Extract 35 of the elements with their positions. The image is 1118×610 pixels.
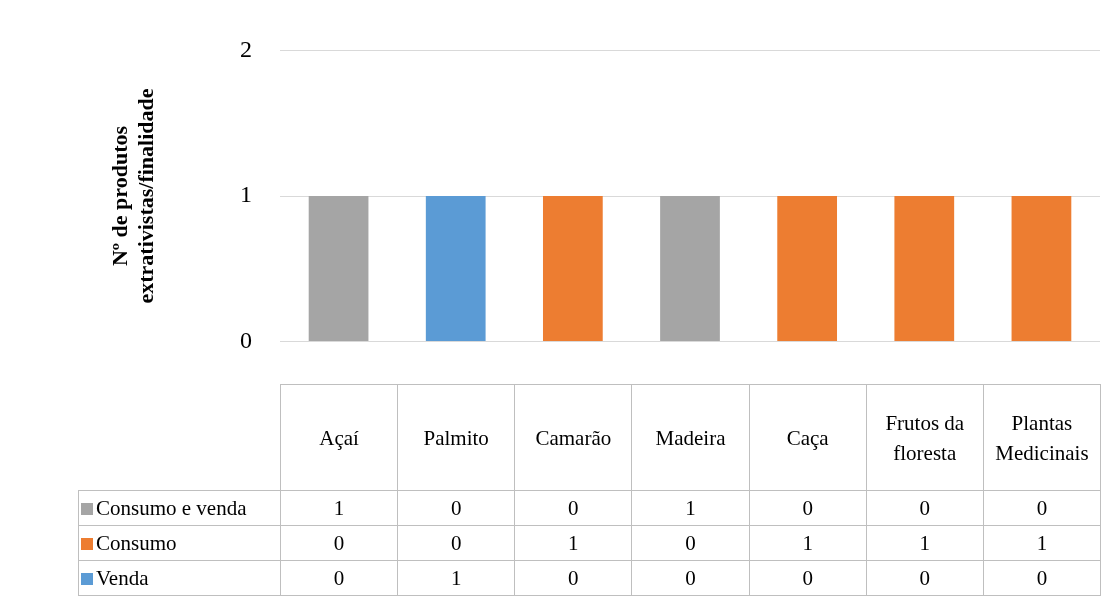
x-tick-label: Açaí — [280, 384, 398, 491]
x-tick-label: Frutos da floresta — [866, 384, 984, 491]
data-label: 0 — [631, 560, 750, 596]
data-label: 1 — [749, 525, 867, 561]
data-label: 0 — [631, 525, 750, 561]
y-tick-label: 0 — [240, 326, 252, 353]
legend-label: Venda — [78, 560, 281, 596]
data-label: 1 — [983, 525, 1101, 561]
x-tick-label: Caça — [749, 384, 867, 491]
data-label: 1 — [631, 490, 750, 526]
data-label: 0 — [866, 560, 984, 596]
legend-label: Consumo e venda — [78, 490, 281, 526]
x-tick-label: Plantas Medicinais — [983, 384, 1101, 491]
data-label: 1 — [280, 490, 398, 526]
y-tick-label: 1 — [240, 181, 252, 208]
data-label: 0 — [983, 560, 1101, 596]
data-label: 1 — [866, 525, 984, 561]
data-label: 0 — [983, 490, 1101, 526]
x-tick-label: Camarão — [514, 384, 632, 491]
data-label: 1 — [397, 560, 515, 596]
data-label: 0 — [397, 490, 515, 526]
x-tick-label: Madeira — [631, 384, 750, 491]
data-label: 0 — [866, 490, 984, 526]
data-label: 0 — [514, 490, 632, 526]
data-label: 0 — [280, 525, 398, 561]
y-tick-label: 2 — [240, 35, 252, 62]
data-label: 1 — [514, 525, 632, 561]
y-axis-title: Nº de produtos extrativistas/finalidade — [106, 88, 159, 304]
x-tick-label: Palmito — [397, 384, 515, 491]
data-label: 0 — [397, 525, 515, 561]
data-label: 0 — [749, 490, 867, 526]
data-label: 0 — [280, 560, 398, 596]
data-label: 0 — [514, 560, 632, 596]
legend-label: Consumo — [78, 525, 281, 561]
data-label: 0 — [749, 560, 867, 596]
